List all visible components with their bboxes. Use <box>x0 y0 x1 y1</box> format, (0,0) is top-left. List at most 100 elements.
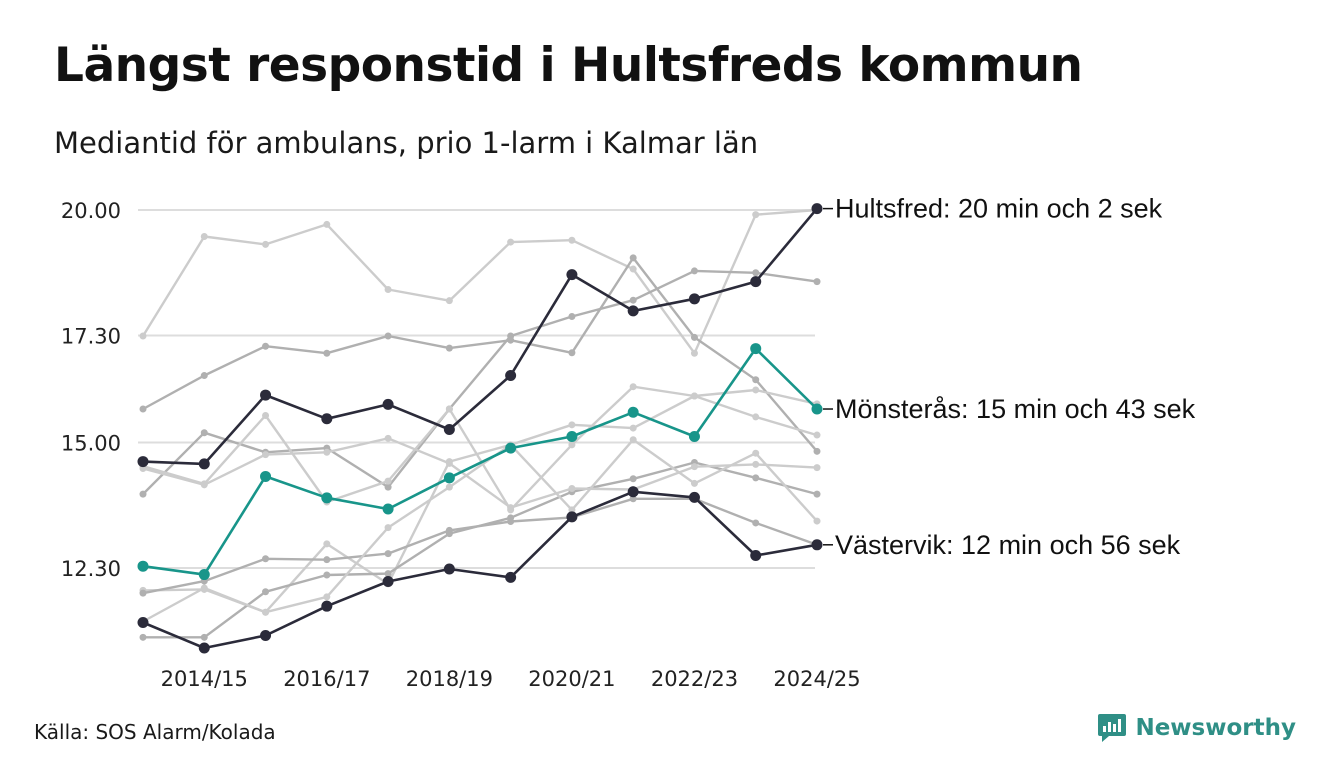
data-point <box>629 424 637 432</box>
data-point <box>200 633 208 641</box>
data-point <box>568 236 576 244</box>
series-annotation: Västervik: 12 min och 56 sek <box>835 530 1181 560</box>
y-tick-label: 15.00 <box>61 432 121 456</box>
data-point <box>688 293 700 305</box>
data-point <box>568 485 576 493</box>
data-point <box>443 563 455 575</box>
data-point <box>384 332 392 340</box>
newsworthy-logo-icon <box>1098 714 1127 742</box>
y-tick-label: 12.30 <box>61 557 121 581</box>
data-point <box>568 349 576 357</box>
data-point <box>323 220 331 228</box>
data-point <box>384 524 392 532</box>
data-point <box>568 441 576 449</box>
data-point <box>384 550 392 558</box>
data-point <box>445 459 453 467</box>
data-point <box>568 312 576 320</box>
chart-title: Längst responstid i Hultsfreds kommun <box>54 38 1083 93</box>
data-point <box>752 269 760 277</box>
data-point <box>752 474 760 482</box>
data-point <box>507 238 515 246</box>
data-point <box>260 629 272 641</box>
data-point <box>811 403 823 415</box>
series-line <box>142 490 818 650</box>
data-point <box>568 421 576 429</box>
data-point <box>813 490 821 498</box>
data-point <box>384 477 392 485</box>
data-point <box>262 342 270 350</box>
data-point <box>752 460 760 468</box>
data-point <box>262 555 270 563</box>
brand-name: Newsworthy <box>1135 715 1296 741</box>
data-point <box>262 412 270 420</box>
data-point <box>505 442 517 454</box>
data-point <box>505 571 517 583</box>
data-point <box>321 413 333 425</box>
series-annotations: Hultsfred: 20 min och 2 sek Mönsterås: 15… <box>823 194 1196 560</box>
data-point <box>507 514 515 522</box>
data-point <box>690 463 698 471</box>
data-point <box>200 481 208 489</box>
data-point <box>139 589 147 597</box>
data-point <box>382 576 394 588</box>
data-point <box>566 430 578 442</box>
x-tick-label: 2014/15 <box>161 667 248 691</box>
data-point <box>260 470 272 482</box>
data-point <box>507 504 515 512</box>
data-point <box>384 570 392 578</box>
data-point <box>688 430 700 442</box>
data-point <box>505 370 517 382</box>
x-axis-ticks: 2014/15 2016/17 2018/19 2020/21 2022/23 2024/… <box>161 667 861 691</box>
series-annotation: Mönsterås: 15 min och 43 sek <box>835 394 1196 424</box>
data-point <box>690 349 698 357</box>
x-tick-label: 2018/19 <box>406 667 493 691</box>
data-point <box>260 389 272 401</box>
data-point <box>382 398 394 410</box>
data-point <box>629 436 637 444</box>
y-axis-ticks: 12.30 15.00 17.30 20.00 <box>61 199 121 581</box>
data-point <box>200 584 208 592</box>
data-point <box>323 349 331 357</box>
data-point <box>811 539 823 551</box>
data-point <box>137 456 149 468</box>
data-point <box>139 332 147 340</box>
series-line <box>142 269 818 495</box>
data-point <box>323 593 331 601</box>
data-point <box>137 560 149 572</box>
data-point <box>262 588 270 596</box>
series-line <box>142 385 818 512</box>
data-point <box>443 472 455 484</box>
series-annotation: Hultsfred: 20 min och 2 sek <box>835 194 1163 224</box>
series-line <box>142 438 818 623</box>
series-line <box>142 347 818 576</box>
data-point <box>443 423 455 435</box>
data-point <box>629 495 637 503</box>
series-kommun-12 <box>139 434 821 512</box>
series-kommun-4 <box>139 206 821 357</box>
data-point <box>139 465 147 473</box>
data-point <box>627 486 639 498</box>
data-point <box>750 343 762 355</box>
data-point <box>690 267 698 275</box>
data-point <box>200 372 208 380</box>
data-point <box>813 431 821 439</box>
data-point <box>629 265 637 273</box>
series-line <box>142 256 818 453</box>
data-point <box>629 383 637 391</box>
series-kommun-11 <box>139 436 821 626</box>
x-tick-label: 2022/23 <box>651 667 738 691</box>
series-västervik <box>137 486 823 654</box>
highlight-series <box>137 203 823 654</box>
data-point <box>384 286 392 294</box>
data-point <box>566 269 578 281</box>
data-point <box>690 333 698 341</box>
series-kommun-9 <box>139 495 821 597</box>
data-point <box>382 503 394 515</box>
data-point <box>139 633 147 641</box>
data-point <box>629 296 637 304</box>
data-point <box>629 475 637 483</box>
x-tick-label: 2020/21 <box>528 667 615 691</box>
data-point <box>137 616 149 628</box>
data-point <box>323 540 331 548</box>
